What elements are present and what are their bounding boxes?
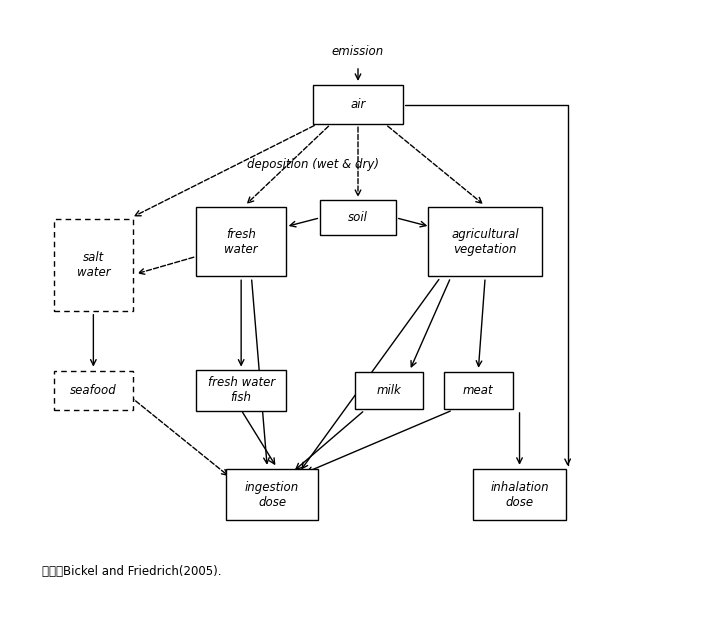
- Text: deposition (wet & dry): deposition (wet & dry): [247, 157, 379, 170]
- FancyBboxPatch shape: [320, 200, 396, 235]
- Text: salt
water: salt water: [77, 251, 110, 280]
- Text: soil: soil: [348, 211, 368, 224]
- Text: inhalation
dose: inhalation dose: [490, 480, 549, 508]
- Text: fresh
water: fresh water: [224, 228, 258, 255]
- Text: meat: meat: [463, 384, 493, 397]
- FancyBboxPatch shape: [354, 372, 423, 409]
- FancyBboxPatch shape: [428, 207, 542, 276]
- FancyBboxPatch shape: [54, 219, 133, 311]
- FancyBboxPatch shape: [226, 469, 319, 520]
- Text: fresh water
fish: fresh water fish: [208, 376, 275, 404]
- FancyBboxPatch shape: [444, 372, 513, 409]
- FancyBboxPatch shape: [314, 86, 402, 124]
- FancyBboxPatch shape: [196, 370, 286, 410]
- Text: seafood: seafood: [70, 384, 117, 397]
- Text: agricultural
vegetation: agricultural vegetation: [451, 228, 519, 255]
- Text: air: air: [350, 98, 366, 111]
- Text: emission: emission: [332, 45, 384, 58]
- FancyBboxPatch shape: [196, 207, 286, 276]
- Text: 자료：Bickel and Friedrich(2005).: 자료：Bickel and Friedrich(2005).: [42, 565, 221, 578]
- FancyBboxPatch shape: [54, 371, 133, 410]
- Text: ingestion
dose: ingestion dose: [245, 480, 299, 508]
- FancyBboxPatch shape: [473, 469, 566, 520]
- Text: milk: milk: [377, 384, 401, 397]
